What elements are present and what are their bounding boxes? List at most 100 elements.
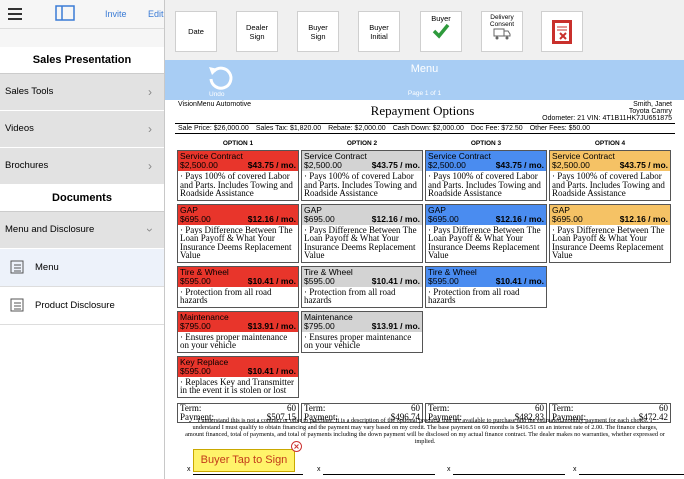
product-price: $595.00 — [428, 275, 459, 286]
nav-label: Menu — [35, 262, 59, 273]
payment-value: $482.83 — [514, 411, 544, 422]
product-name: GAP — [552, 204, 570, 215]
product-monthly: $13.91 / mo. — [371, 320, 420, 331]
toolbar-button[interactable]: Delivery Consent — [481, 11, 523, 52]
term-label: Term: — [428, 402, 450, 413]
close-icon[interactable] — [291, 441, 302, 452]
toolbar-button[interactable]: Buyer — [420, 11, 462, 52]
menu-icon[interactable] — [8, 7, 22, 20]
option-label: OPTION 2 — [346, 140, 378, 147]
nav-item[interactable]: Videos › — [0, 111, 164, 148]
rule — [175, 123, 675, 124]
product-description: · Pays Difference Between The Loan Payof… — [178, 224, 298, 262]
product-price-row: $595.00 $10.41 / mo. — [304, 275, 420, 286]
deal-item: Sales Tax: $1,820.00 — [255, 125, 322, 132]
product-header: Tire & Wheel $595.00 $10.41 / mo. — [302, 266, 422, 287]
option-label: OPTION 4 — [594, 140, 626, 147]
product-price-row: $2,500.00 $43.75 / mo. — [304, 161, 420, 170]
toolbar-button[interactable]: Buyer Sign — [297, 11, 339, 52]
nav-label: Brochures — [5, 160, 49, 171]
dealer-name: VisionMenu Automotive — [178, 101, 252, 108]
nav-label: Menu and Disclosure — [5, 224, 95, 235]
odometer: Odometer: 21 VIN: 4T1B11HK7JU651875 — [542, 115, 672, 122]
product-name: Service Contract — [428, 151, 491, 161]
section-title: Documents — [0, 185, 164, 212]
nav-subitem[interactable]: Product Disclosure — [0, 287, 164, 325]
product-name: Maintenance — [180, 311, 229, 322]
sign-line — [323, 474, 435, 475]
deal-item: Rebate: $2,000.00 — [328, 125, 386, 132]
button-label: Dealer Sign — [245, 22, 269, 41]
product-description: · Pays Difference Between The Loan Payof… — [302, 224, 422, 262]
product: GAP $695.00 $12.16 / mo. · Pays Difference … — [425, 203, 547, 263]
product-price: $695.00 — [304, 213, 335, 224]
product-header: Service Contract $2,500.00 $43.75 / mo. — [550, 151, 670, 171]
check-icon — [432, 23, 450, 39]
payment-label: Payment: — [304, 411, 338, 422]
product-monthly: $12.16 / mo. — [495, 213, 544, 224]
product-price-row: $695.00 $12.16 / mo. — [180, 213, 296, 224]
product-header: Service Contract $2,500.00 $43.75 / mo. — [178, 151, 298, 171]
product-monthly: $43.75 / mo. — [247, 160, 296, 170]
toolbar-button[interactable]: Dealer Sign — [236, 11, 278, 52]
payment-value: $507.15 — [266, 411, 296, 422]
document-title: Repayment Options — [370, 103, 475, 118]
sign-line — [453, 474, 565, 475]
header-title: Menu — [410, 63, 439, 75]
toolbar-button[interactable] — [541, 11, 583, 52]
product-price-row: $695.00 $12.16 / mo. — [304, 213, 420, 224]
nav-item[interactable]: Menu and Disclosure › — [0, 212, 164, 249]
payment-row: Payment: $482.83 — [428, 411, 544, 422]
product-name: GAP — [180, 204, 198, 215]
nav-label: Product Disclosure — [35, 300, 115, 311]
product-name: Service Contract — [304, 151, 367, 161]
payment-label: Payment: — [552, 411, 586, 422]
deal-item: Other Fees: $50.00 — [529, 125, 591, 132]
delete-doc-icon — [552, 19, 572, 44]
product-monthly: $43.75 / mo. — [371, 160, 420, 170]
invite-link[interactable]: Invite — [105, 9, 127, 19]
spacer — [0, 29, 164, 47]
product: Tire & Wheel $595.00 $10.41 / mo. · Protect… — [425, 265, 547, 308]
nav-item[interactable]: Brochures › — [0, 148, 164, 185]
product: Tire & Wheel $595.00 $10.41 / mo. · Protect… — [177, 265, 299, 308]
edit-link[interactable]: Edit — [148, 9, 164, 19]
product-header: Tire & Wheel $595.00 $10.41 / mo. — [426, 266, 546, 287]
product-header: Tire & Wheel $595.00 $10.41 / mo. — [178, 266, 298, 287]
nav-item[interactable]: Sales Tools › — [0, 74, 164, 111]
sign-line — [193, 474, 303, 475]
sign-x: x — [187, 466, 191, 473]
layout-icon[interactable] — [55, 5, 75, 21]
undo-icon[interactable] — [206, 63, 234, 91]
product: Maintenance $795.00 $13.91 / mo. · Ensures … — [301, 310, 423, 353]
product-name: Tire & Wheel — [180, 266, 229, 277]
toolbar-button[interactable]: Buyer Initial — [358, 11, 400, 52]
product-description: · Ensures proper maintenance on your veh… — [302, 331, 422, 352]
toolbar-button[interactable]: Date — [175, 11, 217, 52]
product: Service Contract $2,500.00 $43.75 / mo. · P… — [301, 150, 423, 201]
product-header: GAP $695.00 $12.16 / mo. — [550, 204, 670, 225]
term-value: 60 — [411, 402, 420, 413]
product-header: Service Contract $2,500.00 $43.75 / mo. — [302, 151, 422, 171]
sign-button[interactable]: Buyer Tap to Sign — [193, 449, 295, 472]
product-name: GAP — [304, 204, 322, 215]
product-price-row: $795.00 $13.91 / mo. — [180, 321, 296, 331]
product: Tire & Wheel $595.00 $10.41 / mo. · Protect… — [301, 265, 423, 308]
chevron: › — [143, 228, 157, 232]
product-description: · Pays 100% of covered Labor and Parts. … — [178, 171, 298, 200]
product-header: Service Contract $2,500.00 $43.75 / mo. — [426, 151, 546, 171]
nav-subitem[interactable]: Menu — [0, 249, 164, 287]
product-description: · Pays 100% of covered Labor and Parts. … — [426, 171, 546, 200]
product-monthly: $10.41 / mo. — [247, 365, 296, 376]
product-monthly: $12.16 / mo. — [247, 213, 296, 224]
product-description: · Protection from all road hazards — [302, 286, 422, 307]
term-row: Term: 60 — [428, 402, 544, 413]
option-label: OPTION 1 — [222, 140, 254, 147]
product-monthly: $10.41 / mo. — [371, 275, 420, 286]
product: Service Contract $2,500.00 $43.75 / mo. · P… — [177, 150, 299, 201]
button-label: Date — [188, 27, 204, 36]
sign-x: x — [573, 466, 577, 473]
product-description: · Protection from all road hazards — [426, 286, 546, 307]
product-price-row: $2,500.00 $43.75 / mo. — [428, 161, 544, 170]
